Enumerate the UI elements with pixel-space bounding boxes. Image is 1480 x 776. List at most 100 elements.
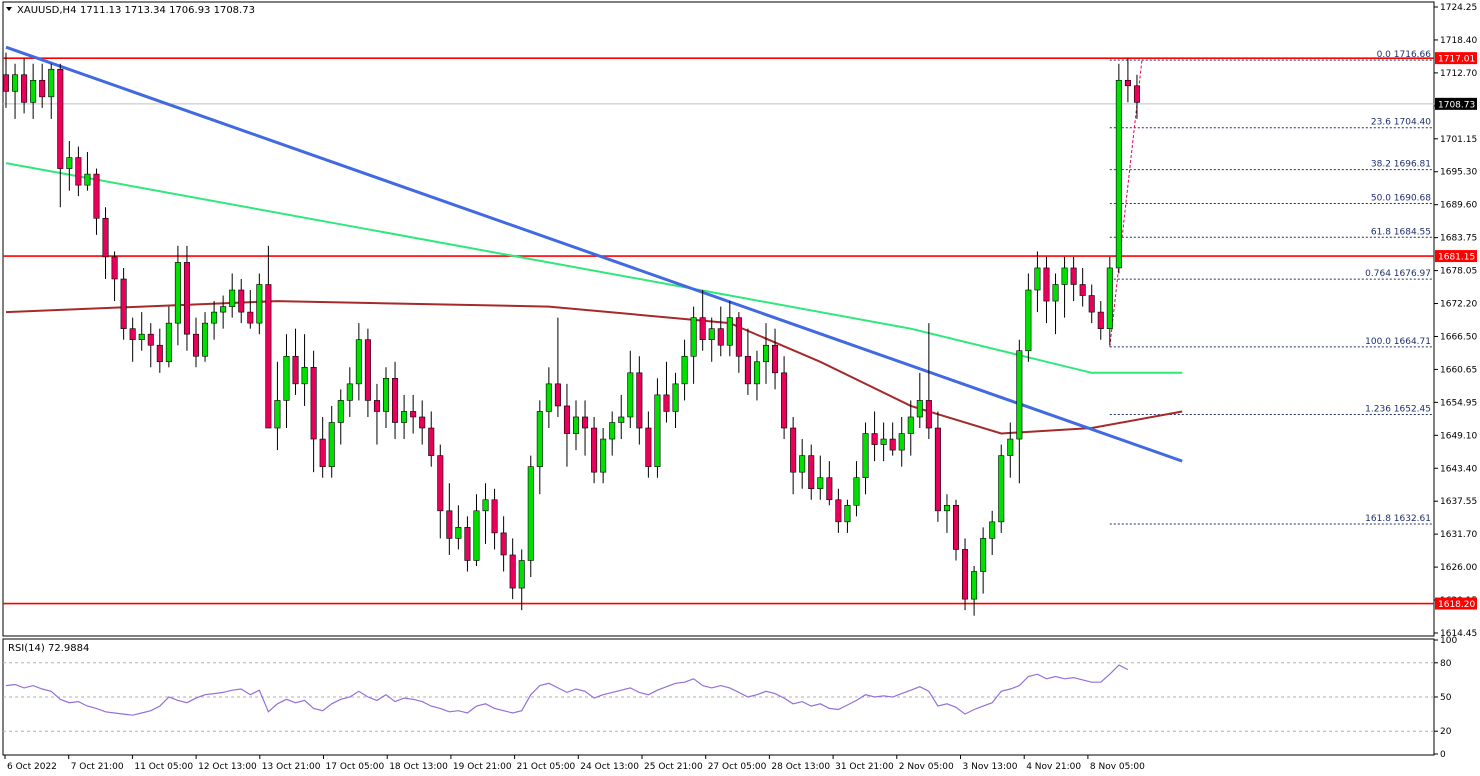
candle-body	[636, 372, 643, 429]
candle-body	[66, 157, 73, 169]
candle-20	[183, 245, 190, 351]
tag-support-bg	[1435, 597, 1477, 610]
candle-body	[826, 477, 833, 501]
candle-32	[292, 328, 299, 395]
price-tick-label: 1637.55	[1440, 497, 1477, 507]
candle-body	[980, 538, 987, 572]
price-tick-label: 1614.45	[1440, 629, 1477, 639]
symbol-label: XAUUSD,H4	[17, 5, 76, 16]
candle-body	[392, 378, 399, 423]
candle-108	[980, 527, 987, 594]
candle-body	[446, 510, 453, 539]
candle-body	[1025, 289, 1032, 352]
candle-body	[717, 328, 724, 346]
candle-119	[1079, 267, 1086, 307]
candle-body	[781, 372, 788, 429]
candle-body	[690, 317, 697, 357]
candle-body	[48, 68, 55, 98]
time-tick-label: 25 Oct 21:00	[644, 762, 703, 772]
candle-37	[337, 389, 344, 445]
candle-body	[672, 383, 679, 412]
candle-body	[12, 74, 19, 92]
price-tags: 1717.01 1708.73 1681.15 1618.20	[1435, 52, 1477, 610]
candle-26	[238, 278, 245, 324]
candle-14	[129, 317, 136, 362]
candle-13	[120, 267, 127, 340]
price-tick-label: 1643.40	[1440, 464, 1477, 474]
candle-body	[799, 455, 806, 473]
candle-65	[591, 416, 598, 484]
horizontal-levels	[3, 57, 1434, 605]
time-tick-label: 7 Oct 21:00	[71, 762, 124, 772]
fib-label-6: 100.0 1664.71	[1365, 337, 1431, 347]
candle-body	[129, 328, 136, 340]
time-tick-label: 4 Nov 21:00	[1026, 762, 1081, 772]
tag-broken-resistance-bg	[1435, 250, 1477, 263]
candle-25	[229, 273, 236, 318]
fib-label-4: 61.8 1684.55	[1371, 227, 1431, 237]
candle-body	[428, 427, 435, 456]
candle-57	[518, 549, 525, 611]
candle-114	[1034, 251, 1041, 313]
candle-body	[844, 504, 851, 523]
candle-105	[952, 499, 960, 561]
candle-15	[138, 312, 145, 351]
candle-body	[382, 378, 390, 412]
fib-label-5: 0.764 1676.97	[1365, 269, 1431, 279]
candle-body	[274, 400, 281, 429]
candle-body	[518, 560, 525, 589]
tag-support: 1618.20	[1438, 600, 1475, 610]
candle-30	[274, 361, 281, 451]
candle-body	[817, 477, 824, 490]
candle-50	[455, 505, 462, 550]
candle-56	[509, 538, 516, 600]
candle-6	[57, 63, 64, 208]
dropdown-triangle-icon[interactable]	[6, 7, 12, 11]
ohlc-values: 1711.13 1713.34 1706.93 1708.73	[80, 5, 255, 16]
candle-body	[998, 455, 1005, 523]
candle-16	[147, 323, 154, 368]
candle-44	[401, 394, 408, 440]
candle-body	[609, 422, 616, 440]
candle-112	[1016, 339, 1023, 484]
candle-body	[183, 262, 190, 335]
price-tick-label: 1718.40	[1440, 36, 1477, 46]
candle-8	[75, 146, 82, 197]
time-tick-label: 6 Oct 2022	[7, 762, 57, 772]
candle-106	[962, 538, 969, 611]
candle-10	[93, 168, 100, 235]
candle-body	[871, 433, 878, 445]
candle-body	[735, 317, 742, 357]
candle-body	[292, 355, 299, 385]
candle-94	[853, 461, 860, 517]
candle-84	[762, 323, 770, 384]
tag-resistance: 1717.01	[1438, 55, 1475, 65]
candle-body	[256, 284, 263, 324]
candle-98	[889, 422, 896, 456]
candle-body	[138, 333, 145, 340]
candle-81	[735, 312, 742, 373]
candle-33	[301, 334, 308, 406]
moving-averages	[5, 162, 1183, 435]
candle-body	[84, 173, 91, 186]
candle-2	[21, 58, 28, 114]
candle-body	[310, 366, 317, 440]
candle-body	[1052, 284, 1059, 302]
candle-9	[84, 152, 91, 191]
candle-96	[871, 411, 878, 462]
candle-64	[582, 400, 589, 456]
fib-label-2: 38.2 1696.81	[1371, 160, 1431, 170]
candle-body	[174, 262, 181, 324]
rsi-line-group	[5, 664, 1129, 716]
candle-76	[690, 306, 697, 384]
candle-body	[618, 416, 625, 423]
candle-68	[618, 394, 625, 440]
candle-body	[889, 438, 896, 451]
candle-17	[156, 328, 163, 373]
candle-85	[772, 328, 779, 390]
candle-54	[491, 488, 498, 550]
candle-body	[853, 477, 860, 506]
candle-body	[482, 499, 489, 512]
candle-69	[627, 350, 634, 429]
candle-body	[925, 400, 932, 429]
